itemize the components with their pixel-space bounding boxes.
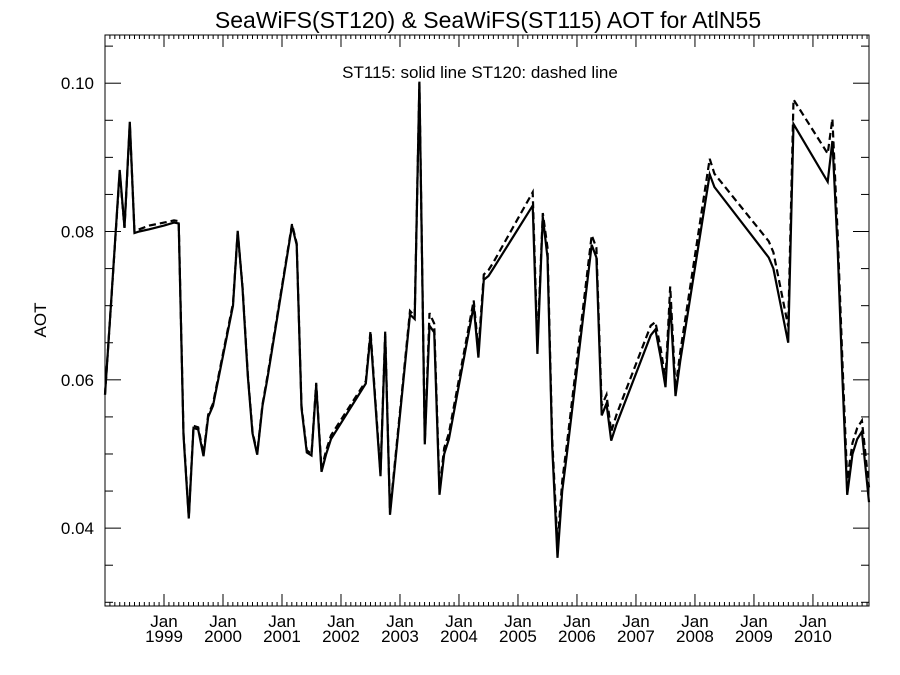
y-tick-label: 0.06 (61, 371, 94, 390)
x-tick-label-month: Jan (209, 612, 236, 631)
x-tick-label-year: 2010 (794, 627, 832, 646)
x-tick-label-year: 1999 (145, 627, 183, 646)
x-tick-label-month: Jan (504, 612, 531, 631)
series-line-st120 (103, 83, 871, 545)
y-tick-label: 0.04 (61, 519, 94, 538)
x-tick-label-month: Jan (622, 612, 649, 631)
series-style-annotation: ST115: solid line ST120: dashed line (342, 63, 618, 82)
x-tick-label-year: 2001 (263, 627, 301, 646)
x-tick-label-year: 2002 (322, 627, 360, 646)
y-axis: 0.04 0.06 0.08 0.10 (61, 45, 869, 603)
x-tick-label-month: Jan (386, 612, 413, 631)
x-tick-label-year: 2006 (558, 627, 596, 646)
x-tick-label-month: Jan (268, 612, 295, 631)
x-tick-label-month: Jan (563, 612, 590, 631)
x-tick-label-year: 2005 (499, 627, 537, 646)
x-tick-label-month: Jan (799, 612, 826, 631)
x-tick-label-year: 2009 (735, 627, 773, 646)
plot-frame (104, 34, 870, 607)
x-tick-label-month: Jan (681, 612, 708, 631)
x-tick-label-month: Jan (740, 612, 767, 631)
chart-title: SeaWiFS(ST120) & SeaWiFS(ST115) AOT for … (215, 7, 761, 33)
x-tick-label-year: 2004 (440, 627, 478, 646)
x-tick-label-month: Jan (150, 612, 177, 631)
x-tick-label-year: 2003 (381, 627, 419, 646)
series-line-st115 (103, 81, 871, 558)
x-tick-label-year: 2008 (676, 627, 714, 646)
series-layer (103, 81, 871, 558)
x-tick-label-month: Jan (445, 612, 472, 631)
y-tick-label: 0.08 (61, 223, 94, 242)
y-axis-label: AOT (31, 303, 50, 338)
x-tick-label-year: 2000 (204, 627, 242, 646)
x-axis: Jan1999Jan2000Jan2001Jan2002Jan2003Jan20… (104, 35, 868, 646)
y-tick-label: 0.10 (61, 74, 94, 93)
x-tick-label-year: 2007 (617, 627, 655, 646)
x-tick-label-month: Jan (327, 612, 354, 631)
